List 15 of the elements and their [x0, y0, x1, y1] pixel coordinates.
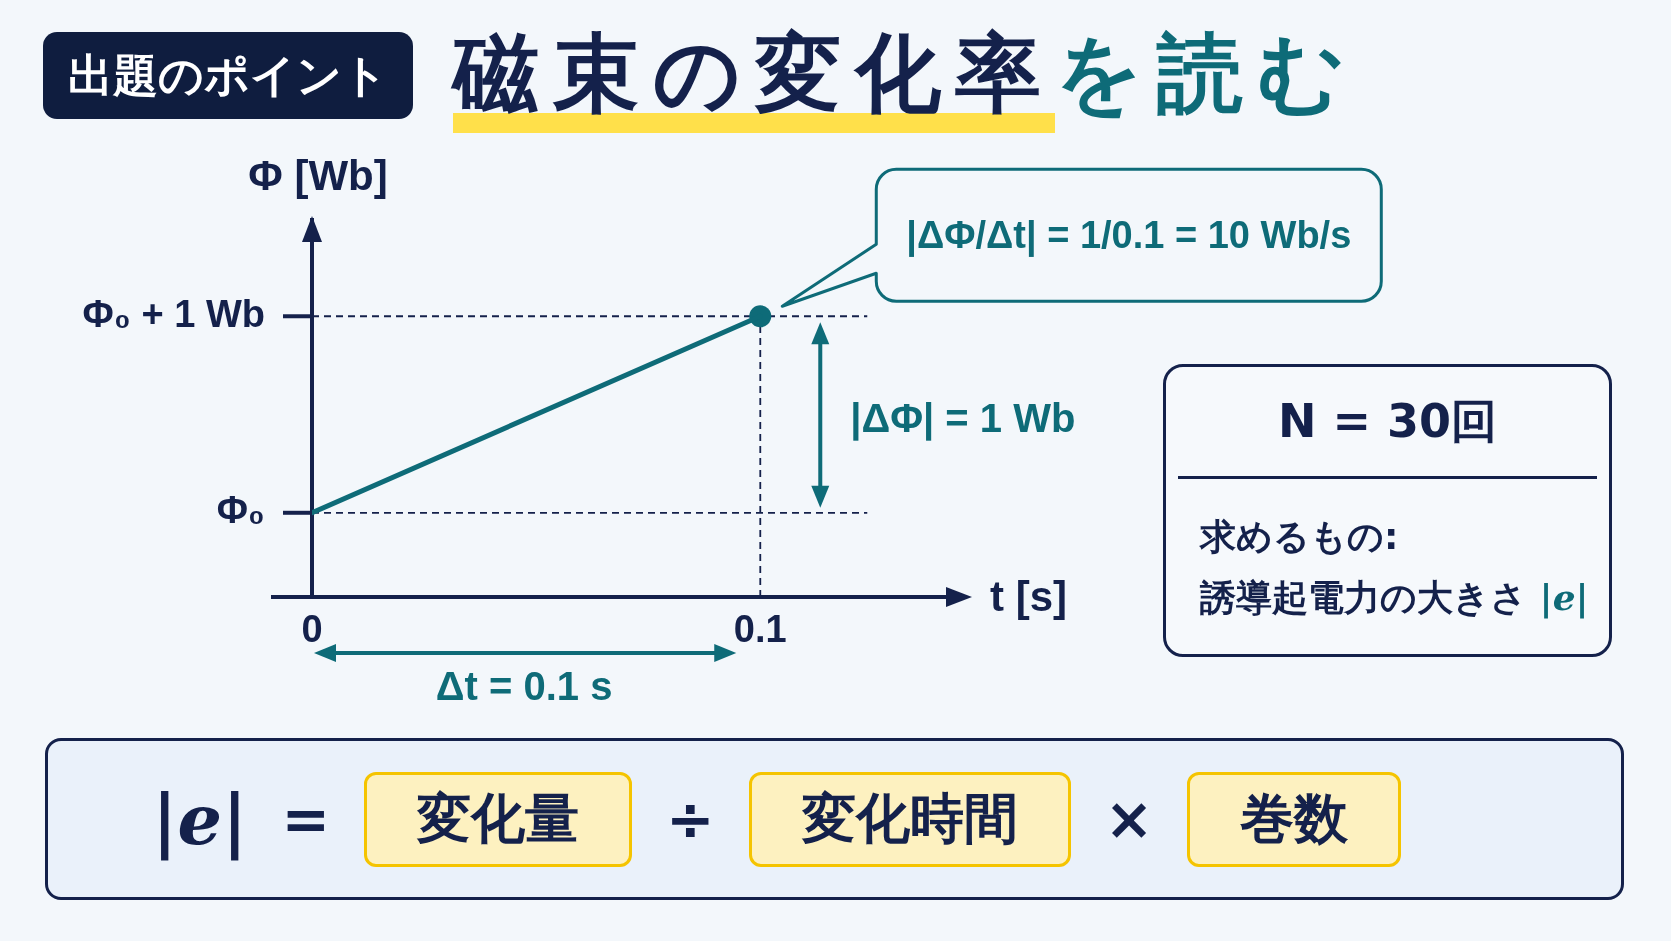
annotation: |ΔΦ| = 1 Wb — [850, 395, 1076, 441]
ref-line-label: Φ₀ + 1 Wb — [82, 292, 265, 335]
text: N = 30回 — [1178, 367, 1597, 479]
text: 求めるもの: — [1200, 515, 1400, 558]
text: 誘導起電力の大きさ |e| — [1200, 576, 1589, 618]
text: |ΔΦ/Δt| = 1/0.1 = 10 Wb/s — [906, 213, 1352, 257]
x-tick-label: 0 — [301, 608, 323, 651]
x-axis-title: t [s] — [990, 572, 1067, 620]
ref-line-label: Φ₀ — [216, 489, 265, 532]
text: 出題のポイント — [43, 32, 413, 119]
chart-title: 磁束の変化率を読む — [453, 23, 1359, 123]
y-axis-title: Φ [Wb] — [248, 151, 388, 199]
text: Δt = 0.1 s — [435, 664, 613, 709]
text: |e| = 変化量 ÷ 変化時間 × 巻数 — [152, 777, 1349, 861]
x-tick-label: 0.1 — [733, 608, 787, 651]
